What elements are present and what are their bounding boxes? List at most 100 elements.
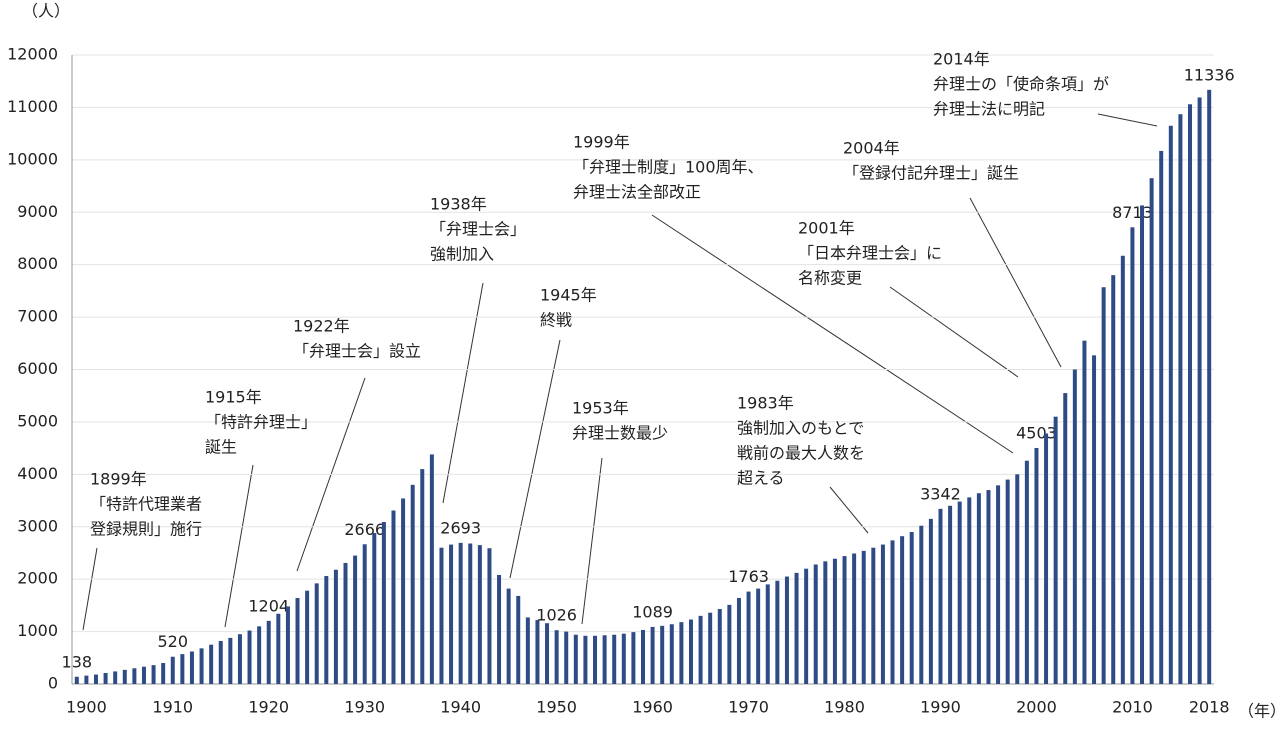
bar bbox=[1188, 104, 1193, 684]
bar bbox=[698, 615, 703, 684]
x-tick-label: 1920 bbox=[248, 698, 289, 717]
bar bbox=[525, 617, 530, 684]
bar bbox=[976, 493, 981, 684]
annotation: 「弁理士制度」100周年、 bbox=[573, 158, 764, 177]
bar bbox=[420, 469, 425, 684]
bar bbox=[900, 536, 905, 684]
annotation: 終戦 bbox=[540, 311, 572, 330]
annotation: 1899年 bbox=[90, 470, 147, 489]
leader-line bbox=[224, 464, 254, 628]
y-tick-label: 2000 bbox=[17, 569, 58, 588]
bar bbox=[1082, 340, 1087, 684]
bar bbox=[957, 501, 962, 684]
bar bbox=[1053, 416, 1058, 684]
bar bbox=[564, 631, 569, 684]
bar bbox=[103, 672, 108, 684]
bar bbox=[1197, 97, 1202, 684]
leader-line bbox=[829, 486, 869, 534]
x-tick-label: 1930 bbox=[344, 698, 385, 717]
bar bbox=[919, 525, 924, 684]
data-label: 520 bbox=[157, 632, 188, 651]
bar bbox=[832, 558, 837, 684]
bar bbox=[1168, 125, 1173, 684]
bar bbox=[295, 598, 300, 684]
bar bbox=[1072, 369, 1077, 684]
annotation: 1938年 bbox=[430, 195, 487, 214]
bar bbox=[372, 533, 377, 684]
bar bbox=[948, 505, 953, 684]
data-label: 1763 bbox=[728, 567, 769, 586]
bar bbox=[1044, 433, 1049, 684]
bar bbox=[727, 604, 732, 684]
bar bbox=[986, 490, 991, 684]
bar bbox=[1178, 114, 1183, 684]
bar bbox=[813, 564, 818, 684]
data-label: 1204 bbox=[248, 596, 289, 615]
data-label: 2666 bbox=[344, 520, 385, 539]
annotation: 2004年 bbox=[843, 139, 900, 158]
bar bbox=[823, 561, 828, 684]
annotation: 1983年 bbox=[737, 394, 794, 413]
y-tick-label: 4000 bbox=[17, 464, 58, 483]
bar bbox=[458, 542, 463, 684]
bar bbox=[535, 620, 540, 684]
x-tick-label: 2010 bbox=[1112, 698, 1153, 717]
bar bbox=[84, 675, 89, 684]
annotation: 強制加入 bbox=[430, 245, 494, 264]
annotation: 登録規則」施行 bbox=[90, 520, 202, 539]
data-label: 11336 bbox=[1184, 65, 1235, 84]
bar bbox=[1092, 355, 1097, 684]
bar bbox=[996, 485, 1001, 684]
bar bbox=[660, 625, 665, 684]
bar bbox=[257, 626, 262, 684]
annotation: 弁理士法に明記 bbox=[933, 100, 1045, 119]
bar bbox=[784, 576, 789, 684]
bar bbox=[708, 612, 713, 684]
bar bbox=[74, 676, 79, 684]
data-label: 1089 bbox=[632, 602, 673, 621]
annotation: 「弁理士会」設立 bbox=[293, 342, 421, 361]
x-tick-label: 2000 bbox=[1016, 698, 1057, 717]
bar bbox=[132, 668, 137, 684]
bar bbox=[487, 548, 492, 684]
x-tick-label: 1980 bbox=[824, 698, 865, 717]
bar bbox=[362, 544, 367, 684]
bar bbox=[794, 572, 799, 684]
bar bbox=[209, 644, 214, 684]
y-tick-label: 6000 bbox=[17, 359, 58, 378]
x-tick-label: 2018 bbox=[1189, 698, 1230, 717]
data-label: 138 bbox=[62, 652, 93, 671]
data-label: 1026 bbox=[536, 606, 577, 625]
bar bbox=[401, 498, 406, 684]
bar bbox=[93, 674, 98, 684]
x-tick-label: 1950 bbox=[536, 698, 577, 717]
bar bbox=[852, 553, 857, 684]
bar bbox=[1101, 287, 1106, 684]
y-tick-label: 7000 bbox=[17, 307, 58, 326]
leader-line bbox=[889, 286, 1019, 378]
bar bbox=[842, 556, 847, 684]
annotation: 「特許弁理士」 bbox=[205, 413, 317, 432]
bar bbox=[1130, 227, 1135, 684]
bar bbox=[602, 635, 607, 684]
bar bbox=[775, 580, 780, 684]
data-label: 4503 bbox=[1016, 423, 1057, 442]
data-label: 8713 bbox=[1112, 203, 1153, 222]
bar bbox=[506, 588, 511, 684]
y-tick-label: 8000 bbox=[17, 254, 58, 273]
bar bbox=[439, 547, 444, 684]
annotation: 1953年 bbox=[572, 399, 629, 418]
bar bbox=[1149, 178, 1154, 684]
annotation: 「登録付記弁理士」誕生 bbox=[843, 164, 1019, 183]
y-tick-label: 12000 bbox=[7, 45, 58, 64]
annotation: 超える bbox=[737, 469, 785, 488]
leader-line bbox=[82, 547, 98, 631]
bar bbox=[650, 626, 655, 684]
bar bbox=[516, 595, 521, 684]
bar bbox=[449, 544, 454, 684]
leader-line bbox=[1097, 113, 1158, 127]
bar bbox=[583, 635, 588, 684]
bar bbox=[1159, 150, 1164, 685]
bar bbox=[497, 574, 502, 684]
